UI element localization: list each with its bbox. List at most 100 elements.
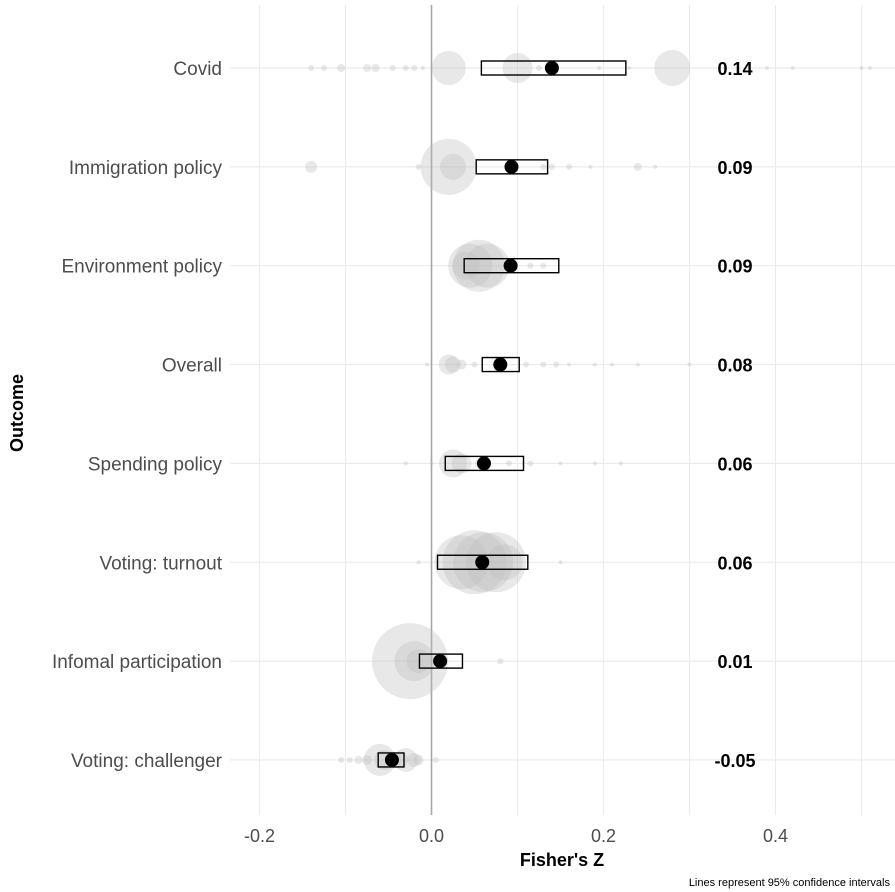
study-point (338, 756, 345, 763)
chart-caption: Lines represent 95% confidence intervals (689, 877, 891, 889)
estimate-point (475, 555, 490, 570)
estimate-point (544, 61, 559, 75)
estimate-value-label: 0.09 (717, 257, 752, 277)
study-point (502, 53, 533, 83)
study-point (451, 251, 480, 280)
study-point (633, 162, 642, 171)
study-point (540, 262, 547, 269)
study-point (371, 64, 380, 72)
study-point (451, 453, 472, 474)
ci-box (481, 356, 520, 373)
study-point (420, 138, 477, 195)
category-label: Overall (162, 356, 222, 377)
ci-box (463, 258, 560, 274)
estimate-value-label: 0.06 (717, 454, 752, 474)
study-point (407, 752, 422, 767)
category-label: Immigration policy (69, 158, 223, 179)
study-point (566, 163, 573, 170)
study-point (868, 66, 873, 70)
study-point (610, 362, 615, 367)
estimate-point (433, 654, 448, 669)
study-point (346, 756, 353, 763)
study-point (452, 239, 505, 292)
study-point (465, 243, 510, 288)
study-point (362, 754, 372, 765)
estimate-value-label: 0.01 (717, 652, 752, 672)
y-axis-category-labels: Covid Immigration policy Environment polic… (52, 59, 223, 772)
category-label: Covid (173, 59, 222, 80)
estimate-point (503, 258, 518, 273)
study-point (440, 153, 466, 180)
study-point (592, 362, 597, 367)
study-point (420, 66, 425, 70)
study-point (413, 754, 424, 765)
study-point (618, 461, 623, 466)
estimate-value-label: 0.14 (717, 59, 752, 79)
study-point (321, 65, 327, 71)
x-tick-label: -0.2 (244, 826, 275, 846)
study-point (411, 65, 418, 71)
study-point (597, 66, 602, 70)
study-point (425, 362, 430, 367)
study-point (438, 354, 459, 375)
study-point (764, 66, 769, 70)
study-point (308, 65, 315, 71)
ci-box (436, 554, 529, 570)
y-axis-title: Outcome (7, 374, 27, 452)
estimate-point (384, 752, 399, 767)
study-point (337, 64, 346, 72)
study-point (432, 756, 439, 763)
estimate-value-label: 0.08 (717, 356, 752, 376)
study-point (553, 361, 560, 368)
study-point (394, 641, 435, 682)
study-point (445, 356, 461, 373)
estimate-value-label: 0.06 (717, 553, 752, 573)
category-label: Voting: challenger (71, 751, 223, 772)
study-point (523, 361, 530, 368)
ci-box (377, 752, 405, 768)
study-point (790, 66, 795, 70)
category-label: Environment policy (61, 257, 222, 278)
study-point (548, 163, 555, 170)
category-label: Infomal participation (52, 652, 222, 673)
estimate-point (476, 456, 491, 471)
grid-lines (230, 5, 895, 815)
study-point (471, 361, 478, 368)
study-point (403, 461, 408, 466)
study-point (486, 544, 523, 581)
x-tick-label: 0.2 (591, 826, 616, 846)
study-point (389, 65, 396, 71)
study-point (456, 359, 467, 370)
study-point (363, 64, 371, 72)
ci-box (444, 455, 525, 472)
study-point (654, 50, 691, 86)
study-point (558, 461, 563, 466)
study-point (466, 532, 526, 593)
study-point (415, 163, 422, 170)
category-label: Voting: turnout (99, 553, 222, 574)
study-point (588, 164, 593, 169)
study-point (354, 755, 363, 764)
study-point (592, 461, 597, 466)
study-point (635, 362, 640, 367)
ci-box (480, 60, 627, 76)
study-point (527, 262, 534, 269)
ci-box (475, 159, 549, 175)
study-point (627, 66, 632, 70)
study-point (372, 623, 448, 700)
study-point (540, 163, 547, 170)
study-point (497, 658, 504, 665)
estimate-value-label: 0.09 (717, 158, 752, 178)
estimate-point (504, 159, 519, 174)
study-point (653, 164, 658, 169)
study-point (363, 743, 396, 776)
study-point (416, 560, 421, 565)
study-point (448, 243, 493, 288)
study-point (859, 66, 864, 70)
estimate-value-labels: 0.14 0.09 0.09 0.08 0.06 0.06 0.01 -0.05 (714, 59, 755, 771)
study-point (402, 65, 409, 71)
study-point (406, 649, 431, 674)
ci-box (418, 653, 464, 669)
estimate-points (384, 61, 559, 767)
